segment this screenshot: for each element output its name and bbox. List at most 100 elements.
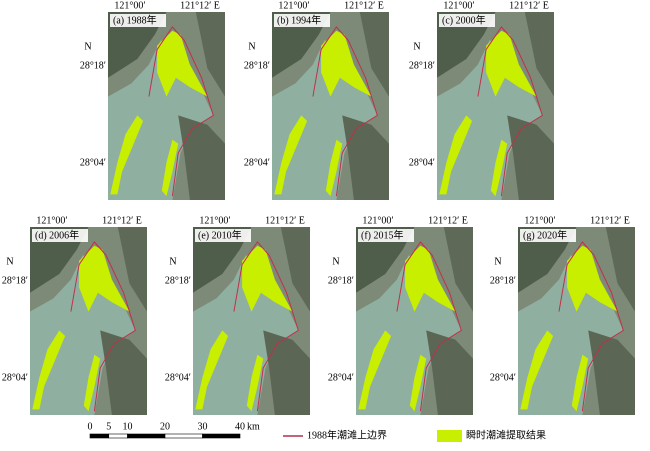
scale-unit: km (247, 421, 260, 432)
map-panel: (c) 2000年 (437, 12, 554, 201)
lon-label: 121°12′ E (509, 0, 549, 11)
map-panel: (e) 2010年 (193, 227, 310, 415)
north-label: N (413, 41, 420, 52)
map-mountain (605, 227, 635, 312)
legend-boundary-label: 1988年潮滩上边界 (307, 428, 387, 441)
tidal-flat (405, 245, 456, 312)
tidal-flat (409, 354, 427, 412)
legend-extraction-swatch (437, 430, 462, 442)
panel-label: (f) 2015年 (361, 228, 404, 241)
lon-label: 121°00′ (199, 215, 230, 226)
lat-label: 28°04′ (165, 372, 191, 383)
map-mountain (443, 227, 473, 312)
legend-extraction-label: 瞬时潮滩提取结果 (466, 428, 546, 441)
scale-tick-label: 0 (88, 421, 93, 432)
tidal-flat (274, 115, 308, 195)
tidal-flat (246, 354, 264, 412)
tidal-flat (157, 30, 208, 97)
tidal-flat (110, 115, 144, 195)
tidal-flat (439, 115, 473, 195)
map-mountain (524, 12, 554, 97)
lon-label: 121°00′ (278, 0, 309, 11)
scale-tick-label: 30 (198, 421, 208, 432)
panel-label-box (358, 229, 414, 242)
north-label: N (169, 256, 176, 267)
lon-label: 121°00′ (114, 0, 145, 11)
scale-segment (202, 433, 241, 439)
tidal-flat (358, 330, 392, 410)
lat-label: 28°18′ (2, 275, 28, 286)
north-label: N (494, 256, 501, 267)
panel-label: (d) 2006年 (35, 228, 79, 241)
tidal-flat (325, 139, 343, 197)
lat-label: 28°04′ (328, 372, 354, 383)
map-mountain (437, 12, 496, 78)
boundary-line (396, 241, 462, 412)
tidal-flat (571, 354, 589, 412)
boundary-line (477, 26, 543, 197)
scale-tick-label: 10 (123, 421, 133, 432)
lon-label: 121°00′ (524, 215, 555, 226)
lon-label: 121°00′ (362, 215, 393, 226)
panel-label-box (195, 229, 251, 242)
map-mountain (518, 227, 577, 293)
panel-label: (a) 1988年 (113, 13, 157, 26)
tidal-flat (32, 330, 66, 410)
scale-segment (127, 433, 166, 439)
lat-label: 28°18′ (409, 60, 435, 71)
map-mountain (117, 227, 147, 312)
map-mountain (356, 227, 415, 293)
boundary-line (558, 241, 624, 412)
lat-label: 28°18′ (244, 60, 270, 71)
map-panel: (f) 2015年 (356, 227, 473, 415)
tidal-flat (321, 30, 372, 97)
scale-tick-label: 40 (235, 421, 245, 432)
lon-label: 121°12′ E (102, 215, 142, 226)
lon-label: 121°12′ E (344, 0, 384, 11)
tidal-flat (83, 354, 101, 412)
scale-segment (108, 433, 128, 439)
map-mountain (272, 12, 331, 78)
tidal-flat (79, 245, 130, 312)
tidal-flat (486, 30, 537, 97)
map-mountain (178, 115, 225, 200)
panel-label: (e) 2010年 (198, 228, 242, 241)
scale-tick-label: 20 (160, 421, 170, 432)
tidal-flat (242, 245, 293, 312)
map-mountain (588, 330, 635, 415)
map-mountain (100, 330, 147, 415)
lat-label: 28°04′ (80, 157, 106, 168)
lat-label: 28°18′ (328, 275, 354, 286)
panel-label: (g) 2020年 (523, 228, 567, 241)
panel-label-box (110, 14, 166, 27)
lat-label: 28°04′ (409, 157, 435, 168)
tidal-flat (161, 139, 179, 197)
scale-segment (164, 433, 203, 439)
panel-label: (b) 1994年 (277, 13, 321, 26)
boundary-line (70, 241, 136, 412)
north-label: N (332, 256, 339, 267)
lat-label: 28°18′ (80, 60, 106, 71)
map-mountain (342, 115, 389, 200)
lat-label: 28°04′ (490, 372, 516, 383)
map-panel: (b) 1994年 (272, 12, 389, 201)
lon-label: 121°12′ E (180, 0, 220, 11)
north-label: N (6, 256, 13, 267)
scale-tick-label: 5 (106, 421, 111, 432)
lon-label: 121°12′ E (265, 215, 305, 226)
lon-label: 121°12′ E (590, 215, 630, 226)
tidal-flat (567, 245, 618, 312)
lat-label: 28°18′ (490, 275, 516, 286)
north-label: N (84, 41, 91, 52)
panel-label-box (520, 229, 576, 242)
panel-label-box (32, 229, 88, 242)
map-mountain (507, 115, 554, 200)
tidal-flat (490, 139, 508, 197)
boundary-line (233, 241, 299, 412)
lon-label: 121°00′ (36, 215, 67, 226)
map-mountain (280, 227, 310, 312)
lon-label: 121°00′ (443, 0, 474, 11)
tidal-flat (195, 330, 229, 410)
map-mountain (195, 12, 225, 97)
